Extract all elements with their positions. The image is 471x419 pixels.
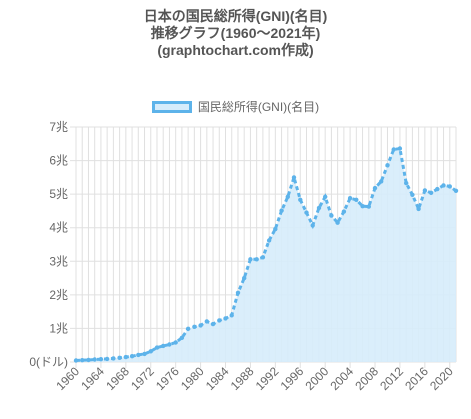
data-point (185, 326, 191, 331)
data-point (167, 342, 172, 347)
data-point (416, 206, 421, 212)
data-point (104, 356, 110, 362)
data-point (391, 147, 396, 152)
chart-title: 日本の国民総所得(GNI)(名目) 推移グラフ(1960〜2021年) (gra… (0, 8, 471, 59)
y-tick-label: 1兆 (49, 321, 68, 335)
data-point (354, 197, 359, 202)
x-tick-label: 1992 (253, 364, 282, 393)
x-axis-ticks: 1960196419681972197619801984198819921996… (53, 364, 456, 393)
data-point (372, 185, 378, 191)
data-point (179, 335, 185, 340)
data-point (304, 210, 309, 215)
data-point (341, 209, 347, 214)
legend-label: 国民総所得(GNI)(名目) (197, 100, 320, 114)
data-point (298, 197, 303, 202)
data-point (310, 223, 315, 228)
data-point (148, 349, 153, 354)
y-axis-ticks: 0(ドル) 1兆 2兆 3兆 4兆 5兆 6兆 7兆 (29, 120, 68, 369)
x-tick-label: 1972 (128, 364, 157, 393)
data-point (435, 186, 440, 192)
x-tick-label: 1996 (278, 364, 307, 393)
data-point (223, 316, 228, 321)
y-tick-label: 3兆 (49, 254, 68, 268)
data-point (397, 146, 403, 151)
data-point (111, 356, 116, 361)
y-tick-label: 7兆 (49, 120, 68, 134)
data-point (266, 238, 272, 243)
x-tick-label: 2020 (427, 364, 456, 393)
y-tick-label: 4兆 (49, 221, 68, 235)
data-point (410, 192, 415, 197)
data-point (123, 354, 128, 360)
data-point (428, 190, 434, 195)
data-point (323, 194, 328, 199)
data-point (316, 205, 322, 211)
data-point (229, 313, 234, 318)
data-point (136, 352, 141, 358)
x-tick-label: 2016 (402, 364, 431, 393)
data-point (154, 345, 160, 350)
data-point (73, 358, 79, 363)
data-point (92, 357, 97, 362)
x-tick-label: 2000 (303, 364, 332, 393)
data-point (98, 357, 104, 362)
y-tick-label: 0(ドル) (29, 355, 68, 369)
x-tick-label: 1968 (103, 364, 132, 393)
data-point (198, 323, 203, 328)
data-point (129, 354, 135, 359)
points-layer (73, 146, 459, 363)
data-point (404, 180, 409, 186)
data-point (453, 188, 459, 193)
x-tick-label: 1980 (178, 364, 207, 393)
data-point (161, 343, 166, 349)
data-point (422, 188, 428, 193)
data-point (335, 220, 340, 225)
legend-swatch (151, 100, 192, 113)
area-layer (75, 146, 457, 362)
y-tick-label: 5兆 (49, 187, 68, 201)
data-point (366, 204, 371, 209)
data-point (447, 184, 452, 189)
series-area (76, 148, 456, 362)
chart-title-line-1: 日本の国民総所得(GNI)(名目) (143, 8, 328, 24)
data-point (385, 163, 390, 168)
data-point (379, 179, 384, 184)
data-point (235, 290, 241, 295)
x-tick-label: 2004 (327, 364, 356, 393)
data-point (217, 318, 222, 323)
data-point (360, 204, 365, 209)
data-point (192, 324, 197, 329)
data-point (173, 340, 178, 345)
y-tick-label: 2兆 (49, 288, 68, 302)
data-point (117, 355, 122, 360)
chart-title-line-3: (graphtochart.com作成) (157, 42, 314, 58)
data-point (204, 319, 209, 324)
data-point (210, 321, 216, 327)
data-point (291, 175, 297, 180)
data-point (242, 275, 247, 281)
x-tick-label: 1976 (153, 364, 182, 393)
x-tick-label: 2008 (352, 364, 381, 393)
data-point (80, 358, 85, 363)
chart-legend[interactable]: 国民総所得(GNI)(名目) (0, 98, 471, 115)
x-tick-label: 1964 (78, 364, 107, 393)
data-point (142, 351, 147, 357)
data-point (86, 357, 91, 363)
data-point (441, 183, 446, 188)
chart-title-line-2: 推移グラフ(1960〜2021年) (150, 25, 321, 41)
data-point (285, 194, 290, 199)
data-point (248, 257, 253, 262)
data-point (273, 226, 278, 232)
data-point (279, 208, 284, 213)
x-tick-label: 2012 (377, 364, 406, 393)
x-tick-label: 1988 (228, 364, 257, 393)
x-tick-label: 1984 (203, 364, 232, 393)
data-point (260, 255, 266, 260)
y-tick-label: 6兆 (49, 154, 68, 168)
data-point (254, 257, 259, 262)
data-point (347, 196, 353, 201)
data-point (329, 213, 334, 218)
